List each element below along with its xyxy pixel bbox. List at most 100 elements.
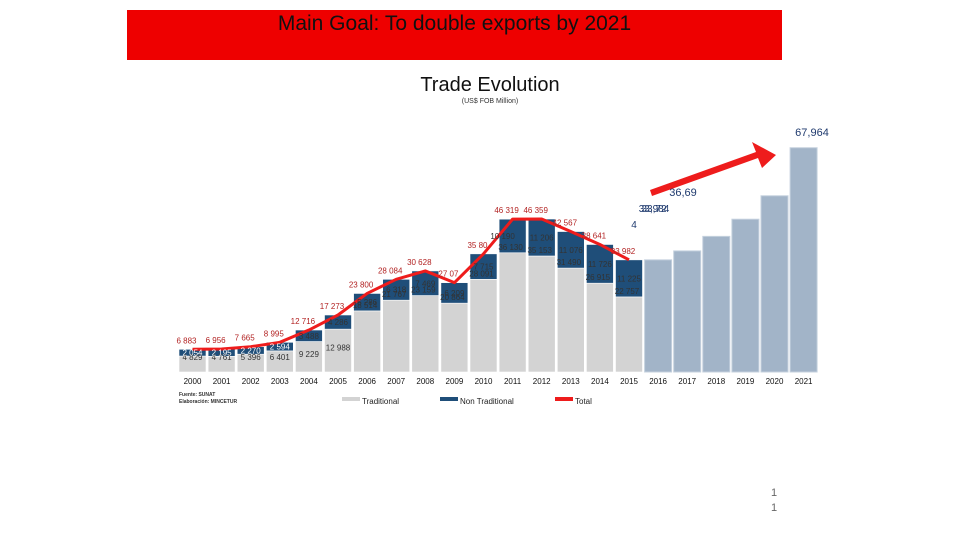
projection-start-label-overlap: 33,984 (639, 204, 670, 215)
x-tick-label: 2004 (300, 377, 318, 386)
traditional-value-label: 31 490 (557, 258, 582, 267)
traditional-value-label: 4 829 (182, 353, 203, 362)
traditional-bar (527, 255, 556, 373)
target-value-label: 67,964 (795, 127, 829, 139)
x-tick-label: 2020 (766, 377, 784, 386)
x-tick-label: 2013 (562, 377, 580, 386)
legend-swatch (555, 397, 573, 401)
traditional-bar (556, 267, 585, 373)
elaboration-line: Elaboración: MINCETUR (179, 399, 238, 405)
traditional-bar (586, 282, 614, 373)
traditional-value-label: 12 988 (326, 344, 351, 353)
x-tick-label: 2005 (329, 377, 347, 386)
non-traditional-value-label: 10 190 (490, 232, 515, 241)
non-traditional-bar (615, 259, 643, 298)
chart-title: Trade Evolution (420, 74, 560, 96)
traditional-value-label: 22 757 (615, 287, 640, 296)
total-value-label: 35 80 (467, 241, 488, 250)
traditional-value-label: 20 864 (440, 293, 465, 302)
x-tick-label: 2015 (620, 377, 638, 386)
traditional-value-label: 36 130 (498, 243, 523, 252)
legend-swatch (440, 397, 458, 401)
total-value-label: 46 359 (523, 206, 548, 215)
non-traditional-value-label: 4 286 (328, 318, 349, 327)
source-note: Fuente: SUNAT Elaboración: MINCETUR (179, 392, 237, 406)
projection-bar (702, 235, 731, 373)
projection-2017-label: 36,69 (669, 187, 697, 199)
traditional-bar (469, 278, 498, 373)
x-tick-label: 2011 (504, 377, 522, 386)
source-line: Fuente: SUNAT (179, 392, 216, 398)
non-traditional-value-label: 11 726 (588, 260, 612, 269)
traditional-value-label: 5 396 (241, 353, 262, 362)
traditional-value-label: 9 229 (299, 350, 320, 359)
projection-bar (789, 147, 818, 373)
traditional-value-label: 35 153 (527, 246, 552, 255)
slide-number-line: 1 (770, 502, 778, 514)
x-tick-label: 2019 (737, 377, 755, 386)
total-value-label: 38 641 (582, 231, 607, 240)
total-value-label: 42 567 (553, 219, 578, 228)
non-traditional-value-label: 2 054 (182, 349, 203, 358)
x-tick-label: 2008 (416, 377, 434, 386)
non-traditional-value-label: 11 225 (617, 274, 641, 283)
total-line (192, 217, 630, 351)
traditional-bar (498, 252, 527, 373)
non-traditional-value-label: 7 715 (473, 263, 494, 272)
traditional-value-label: 4 761 (212, 353, 233, 362)
traditional-value-label: 26 915 (586, 273, 611, 282)
total-value-label: 7 665 (235, 334, 256, 343)
traditional-bar (353, 310, 381, 373)
x-tick-label: 2003 (271, 377, 289, 386)
total-value-label: 8 995 (264, 329, 285, 338)
total-value-label: 33 982 (611, 247, 636, 256)
total-value-label: 17 273 (320, 302, 345, 311)
traditional-value-label: 6 401 (270, 353, 291, 362)
non-traditional-value-label: 6 318 (386, 286, 407, 295)
projection-bar (644, 259, 673, 373)
x-tick-label: 2006 (358, 377, 376, 386)
non-traditional-bar (469, 253, 498, 280)
legend-swatch (342, 397, 360, 401)
total-value-label: 23 800 (349, 280, 374, 289)
x-tick-label: 2018 (707, 377, 725, 386)
legend-label: Total (575, 397, 592, 406)
total-value-label: 6 956 (206, 336, 227, 345)
traditional-bar (295, 341, 323, 373)
legend-label: Traditional (362, 397, 399, 406)
traditional-value-label: 28 091 (469, 269, 494, 278)
x-tick-label: 2014 (591, 377, 609, 386)
traditional-bar (440, 302, 469, 373)
projection-bar (673, 250, 702, 373)
total-value-label: 30 628 (407, 258, 432, 267)
non-traditional-value-label: 11 206 (530, 234, 554, 243)
non-traditional-value-label: 6 209 (444, 289, 465, 298)
traditional-bar (324, 328, 352, 373)
total-value-label: 12 716 (291, 317, 316, 326)
total-value-label: 6 883 (176, 336, 197, 345)
x-tick-label: 2000 (184, 377, 202, 386)
x-tick-label: 2017 (678, 377, 696, 386)
x-tick-label: 2001 (213, 377, 231, 386)
traditional-value-label: 23 159 (411, 286, 436, 295)
total-value-label: 27 07 (438, 270, 459, 279)
total-value-label: 46 319 (494, 206, 519, 215)
non-traditional-bar (556, 231, 585, 269)
projection-start-label: 33,72 (641, 204, 666, 215)
traditional-value-label: 18 514 (353, 301, 378, 310)
slide-number-line: 1 (770, 487, 778, 499)
non-traditional-value-label: 2 195 (212, 349, 233, 358)
chart-subtitle: (US$ FOB Million) (461, 98, 519, 105)
traditional-bar (382, 299, 411, 373)
non-traditional-value-label: 3 488 (299, 332, 320, 341)
x-tick-label: 2021 (795, 377, 813, 386)
slide-number: 1 1 (764, 486, 784, 516)
non-traditional-value-label: 7 469 (415, 279, 436, 288)
x-tick-label: 2012 (533, 377, 551, 386)
goal-banner: Main Goal: To double exports by 2021 (127, 10, 782, 60)
x-tick-label: 2002 (242, 377, 260, 386)
x-tick-label: 2009 (446, 377, 464, 386)
traditional-bar (615, 296, 643, 373)
